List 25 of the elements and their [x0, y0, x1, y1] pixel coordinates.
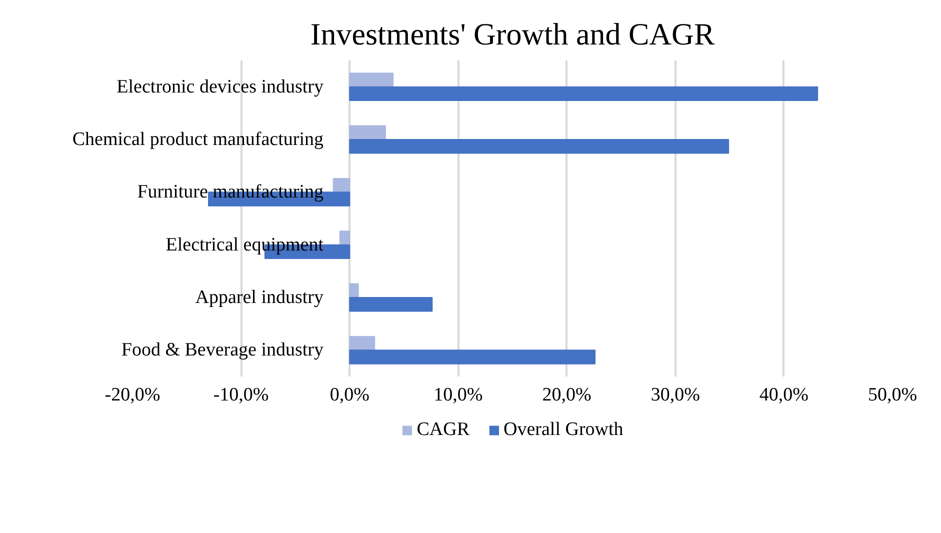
bar [349, 297, 433, 312]
y-tick-label: Chemical product manufacturing [72, 129, 324, 150]
bar [332, 178, 350, 193]
bar [339, 230, 350, 246]
bar [349, 86, 818, 102]
x-tick-label: -20,0% [104, 384, 160, 406]
x-tick-label: 30,0% [650, 384, 700, 406]
legend-label: CAGR [416, 419, 470, 441]
x-tick-label: 0,0% [330, 384, 370, 406]
y-tick-label: Apparel industry [195, 287, 324, 308]
y-tick-label: Food & Beverage industry [121, 340, 324, 361]
x-tick-label: 10,0% [434, 384, 483, 406]
y-tick-label: Electronic devices industry [116, 76, 324, 98]
bar [349, 283, 359, 298]
bar [349, 72, 394, 88]
bar [349, 139, 730, 154]
chart-title: Investments' Growth and CAGR [310, 16, 715, 52]
legend-label: Overall Growth [504, 419, 624, 441]
x-tick-label: 50,0% [868, 384, 918, 406]
bar [349, 350, 596, 364]
bar [349, 336, 376, 351]
x-tick-label: -10,0% [213, 384, 269, 406]
x-tick-label: 40,0% [759, 384, 809, 406]
bar [349, 125, 386, 140]
x-tick-label: 20,0% [542, 384, 592, 406]
